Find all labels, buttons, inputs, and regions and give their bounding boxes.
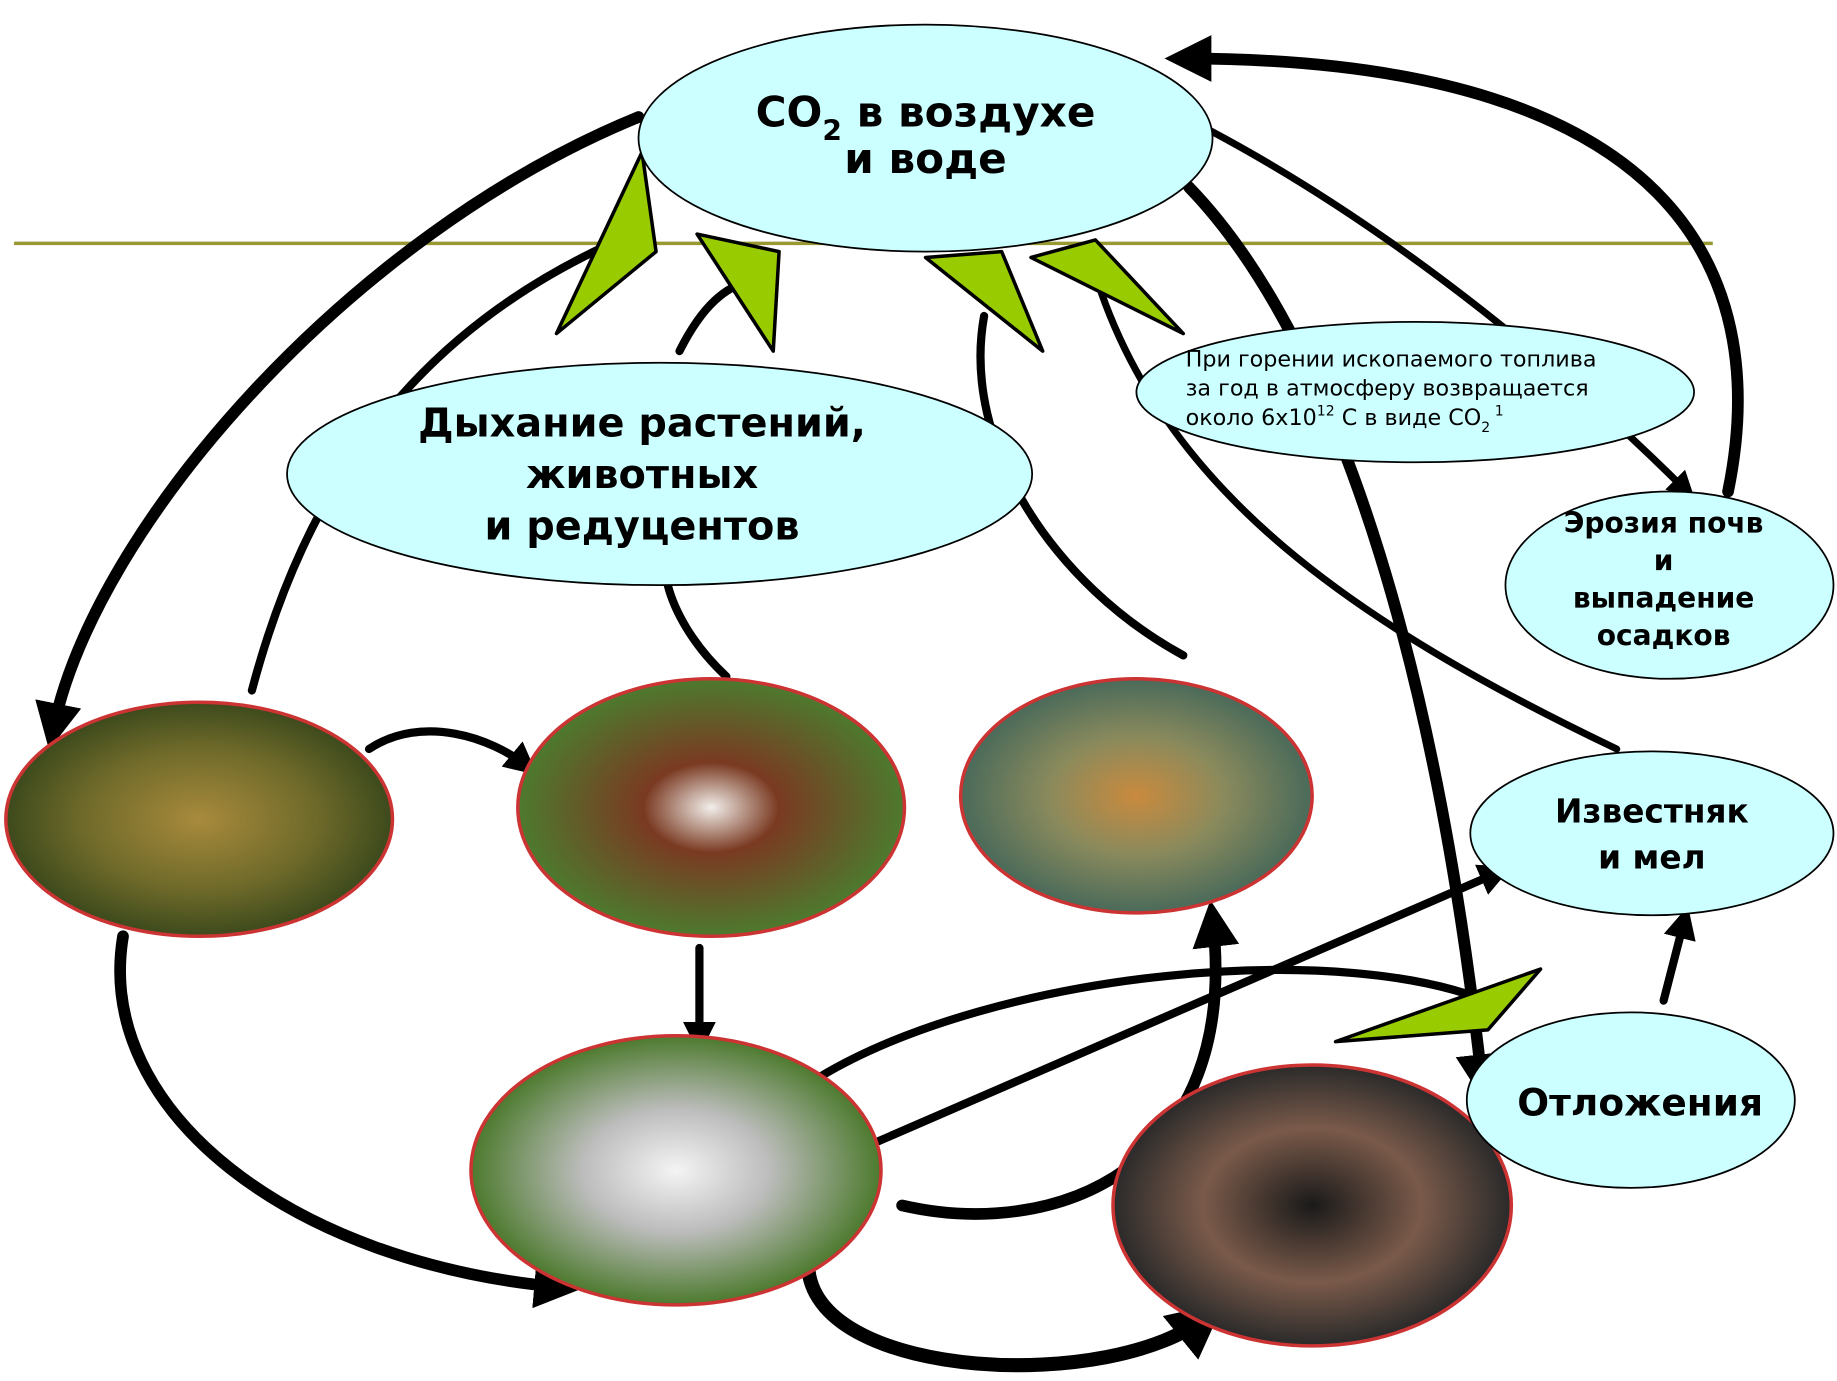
coal-photo (1113, 1065, 1511, 1346)
text: в воздухе (842, 87, 1096, 136)
erosion-label: и (1654, 544, 1674, 577)
green-arrowhead (697, 234, 779, 351)
respiration-label: и редуцентов (484, 504, 799, 550)
arrow (1664, 919, 1685, 1001)
text: CO (756, 87, 823, 136)
green-arrowhead (1336, 969, 1541, 1042)
rice-photo (6, 702, 393, 936)
text: 2 (1481, 420, 1490, 436)
arrow (668, 585, 727, 676)
deposits-label: Отложения (1517, 1080, 1763, 1124)
fuel-note: При горении ископаемого топлива (1186, 346, 1597, 372)
text: 12 (1317, 403, 1335, 419)
text: 2 (822, 114, 842, 147)
erosion-label: Эрозия почв (1564, 507, 1764, 540)
arrow (369, 731, 527, 766)
text: около 6x10 (1186, 405, 1317, 431)
photos (6, 679, 1511, 1346)
limestone-bubble (1470, 751, 1833, 915)
mushroom-photo (961, 679, 1312, 913)
limestone-label: и мел (1598, 838, 1705, 876)
green-arrowhead (1031, 240, 1183, 334)
text: С в виде СО (1335, 405, 1482, 431)
limestone-label: Известняк (1555, 793, 1749, 831)
cow-photo (518, 679, 905, 936)
diagram: CO2 в воздухе и воде Дыхание растений, ж… (0, 0, 1837, 1381)
fuel-note: за год в атмосферу возвращается (1186, 376, 1589, 402)
page: CO2 в воздухе и воде Дыхание растений, ж… (0, 0, 1837, 1381)
respiration-label: Дыхание растений, (418, 401, 866, 447)
text: 1 (1490, 403, 1503, 419)
co2-label: и воде (844, 134, 1007, 183)
bird-photo (471, 1036, 881, 1305)
erosion-label: выпадение (1573, 581, 1755, 614)
respiration-label: животных (526, 452, 759, 498)
erosion-label: осадков (1597, 619, 1731, 652)
